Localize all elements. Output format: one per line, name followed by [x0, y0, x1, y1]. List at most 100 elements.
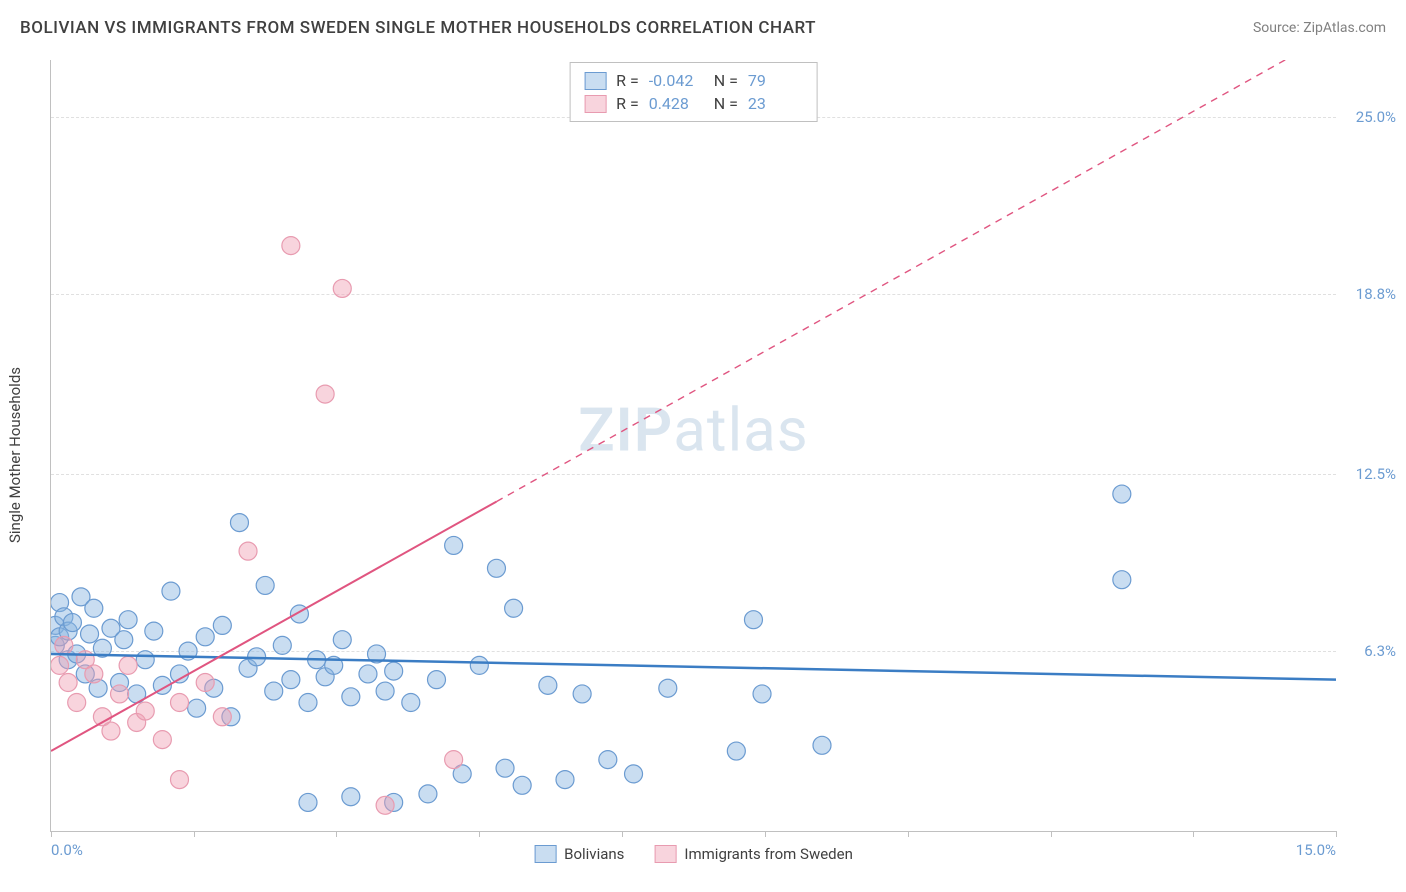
scatter-plot-svg — [51, 60, 1336, 831]
scatter-point — [333, 279, 351, 297]
x-tick-mark — [908, 831, 909, 837]
plot-area: R = -0.042 N = 79 R = 0.428 N = 23 ZIPat… — [50, 60, 1336, 832]
x-tick-mark — [622, 831, 623, 837]
legend-label: Immigrants from Sweden — [684, 845, 852, 863]
scatter-point — [402, 694, 420, 712]
scatter-point — [230, 514, 248, 532]
scatter-point — [136, 651, 154, 669]
scatter-point — [51, 656, 69, 674]
scatter-point — [162, 582, 180, 600]
scatter-point — [256, 576, 274, 594]
scatter-point — [539, 676, 557, 694]
scatter-point — [85, 599, 103, 617]
scatter-point — [239, 542, 257, 560]
scatter-point — [115, 631, 133, 649]
stat-n-label: N = — [714, 94, 738, 113]
legend-stat-row-sweden: R = 0.428 N = 23 — [584, 92, 803, 115]
scatter-point — [273, 636, 291, 654]
scatter-point — [196, 628, 214, 646]
scatter-point — [556, 771, 574, 789]
scatter-point — [445, 751, 463, 769]
scatter-point — [342, 788, 360, 806]
scatter-point — [136, 702, 154, 720]
source-attribution: Source: ZipAtlas.com — [1253, 20, 1386, 36]
legend-stat-row-bolivians: R = -0.042 N = 79 — [584, 69, 803, 92]
y-tick-label: 18.8% — [1356, 285, 1396, 303]
scatter-point — [753, 685, 771, 703]
legend-correlation-stats: R = -0.042 N = 79 R = 0.428 N = 23 — [569, 62, 818, 122]
legend-item-sweden: Immigrants from Sweden — [654, 845, 852, 863]
scatter-point — [153, 731, 171, 749]
scatter-point — [188, 699, 206, 717]
scatter-point — [419, 785, 437, 803]
scatter-point — [299, 793, 317, 811]
scatter-point — [171, 665, 189, 683]
scatter-point — [376, 682, 394, 700]
scatter-point — [470, 656, 488, 674]
scatter-point — [1113, 571, 1131, 589]
scatter-point — [196, 674, 214, 692]
scatter-point — [445, 536, 463, 554]
scatter-point — [119, 611, 137, 629]
x-tick-label: 0.0% — [51, 841, 83, 859]
x-tick-mark — [479, 831, 480, 837]
scatter-point — [573, 685, 591, 703]
chart-container: Single Mother Households R = -0.042 N = … — [50, 60, 1336, 832]
stat-n-value-sweden: 23 — [748, 94, 803, 113]
scatter-point — [487, 559, 505, 577]
legend-label: Bolivians — [564, 845, 624, 863]
scatter-point — [376, 796, 394, 814]
scatter-point — [385, 662, 403, 680]
stat-r-label: R = — [616, 71, 639, 90]
scatter-point — [63, 614, 81, 632]
legend-swatch-blue — [534, 845, 556, 863]
x-tick-mark — [1336, 831, 1337, 837]
scatter-point — [428, 671, 446, 689]
y-tick-label: 12.5% — [1356, 465, 1396, 483]
y-tick-label: 25.0% — [1356, 108, 1396, 126]
scatter-point — [119, 656, 137, 674]
scatter-point — [659, 679, 677, 697]
x-tick-mark — [765, 831, 766, 837]
scatter-point — [59, 674, 77, 692]
scatter-point — [1113, 485, 1131, 503]
scatter-point — [496, 759, 514, 777]
scatter-point — [316, 385, 334, 403]
x-tick-mark — [1051, 831, 1052, 837]
scatter-point — [505, 599, 523, 617]
scatter-point — [213, 708, 231, 726]
legend-series: Bolivians Immigrants from Sweden — [534, 845, 853, 863]
scatter-point — [299, 694, 317, 712]
scatter-point — [813, 736, 831, 754]
scatter-point — [342, 688, 360, 706]
scatter-point — [85, 665, 103, 683]
legend-swatch-pink — [654, 845, 676, 863]
stat-r-label: R = — [616, 94, 639, 113]
x-tick-mark — [51, 831, 52, 837]
x-tick-mark — [194, 831, 195, 837]
regression-line-dashed — [496, 60, 1336, 502]
scatter-point — [81, 625, 99, 643]
scatter-point — [145, 622, 163, 640]
scatter-point — [727, 742, 745, 760]
scatter-point — [171, 694, 189, 712]
stat-n-value-bolivians: 79 — [748, 71, 803, 90]
scatter-point — [55, 636, 73, 654]
scatter-point — [333, 631, 351, 649]
chart-title: BOLIVIAN VS IMMIGRANTS FROM SWEDEN SINGL… — [20, 18, 816, 38]
scatter-point — [359, 665, 377, 683]
scatter-point — [171, 771, 189, 789]
legend-item-bolivians: Bolivians — [534, 845, 624, 863]
y-axis-label: Single Mother Households — [6, 367, 24, 543]
scatter-point — [282, 237, 300, 255]
x-tick-mark — [1193, 831, 1194, 837]
scatter-point — [625, 765, 643, 783]
scatter-point — [68, 694, 86, 712]
x-tick-mark — [336, 831, 337, 837]
scatter-point — [213, 616, 231, 634]
scatter-point — [102, 722, 120, 740]
legend-swatch-pink — [584, 95, 606, 113]
scatter-point — [282, 671, 300, 689]
scatter-point — [111, 685, 129, 703]
scatter-point — [599, 751, 617, 769]
